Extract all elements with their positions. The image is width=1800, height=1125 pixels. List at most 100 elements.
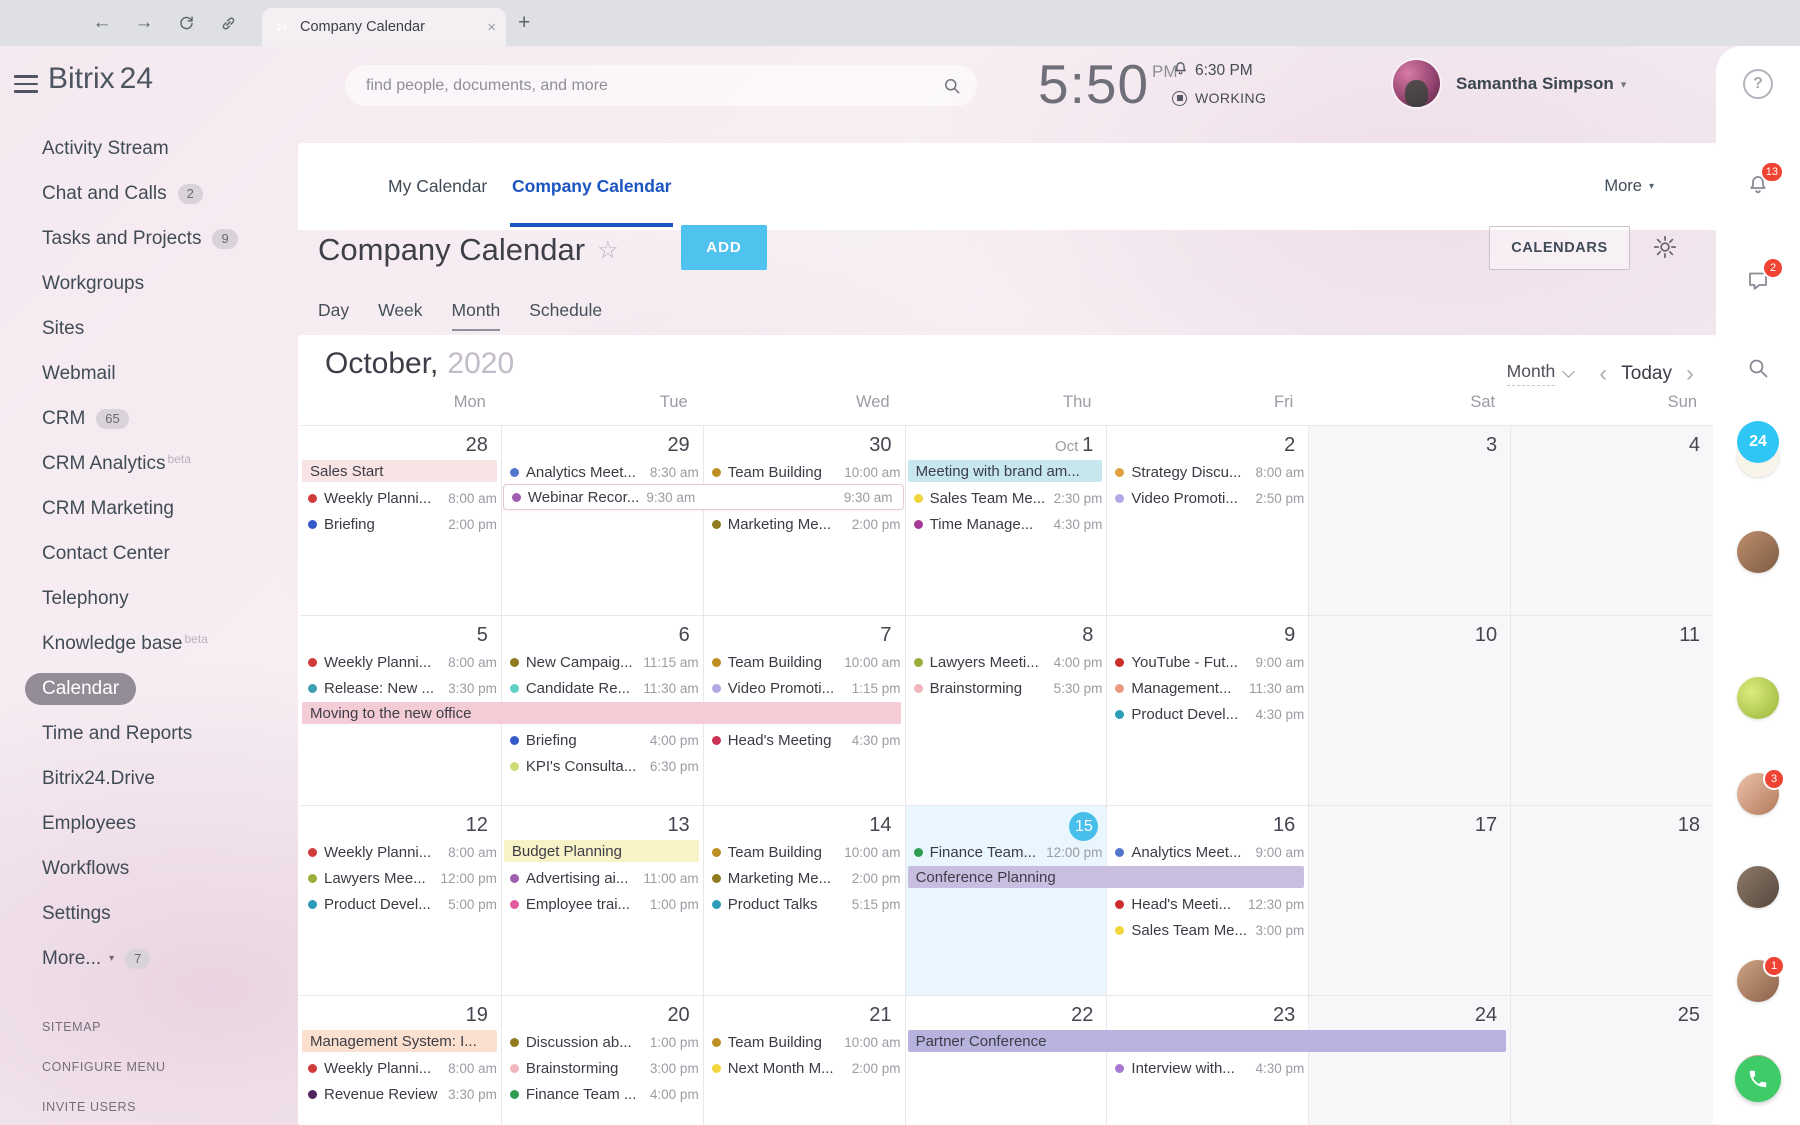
calendar-event[interactable]: Video Promoti... 1:15 pm (704, 676, 905, 700)
sidebar-item-more[interactable]: More... ▾ 7 (0, 936, 298, 981)
avatar-user-5[interactable]: 1 (1737, 957, 1783, 1002)
day-cell[interactable]: 17 (1309, 805, 1512, 995)
calendar-event[interactable]: Sales Team Me... 2:30 pm (906, 486, 1107, 510)
sidebar-item-knowledge-base[interactable]: Knowledge base beta (0, 621, 298, 666)
calendar-event[interactable]: Finance Team ... 4:00 pm (502, 1082, 703, 1106)
sidebar-footer-link-configure-menu[interactable]: CONFIGURE MENU (42, 1060, 166, 1074)
day-cell[interactable]: 24 (1309, 995, 1512, 1125)
browser-tab[interactable]: 24 Company Calendar × (262, 8, 506, 46)
calendar-event[interactable]: Brainstorming 5:30 pm (906, 676, 1107, 700)
calendar-event[interactable]: Lawyers Meeti... 4:00 pm (906, 650, 1107, 674)
day-cell[interactable]: 9 YouTube - Fut... 9:00 am Management... 11:… (1107, 615, 1310, 805)
day-cell[interactable]: 5 Weekly Planni... 8:00 am Release: New ...… (300, 615, 502, 805)
day-cell[interactable]: 7 Team Building 10:00 am Video Promoti... 1:… (703, 615, 906, 805)
sidebar-item-bitrix24-drive[interactable]: Bitrix24.Drive (0, 756, 298, 801)
sidebar-item-tasks-and-projects[interactable]: Tasks and Projects 9 (0, 216, 298, 261)
calendar-event[interactable]: Weekly Planni... 8:00 am (300, 650, 501, 674)
calendar-event[interactable]: Team Building 10:00 am (704, 650, 905, 674)
calendar-event[interactable]: Strategy Discu... 8:00 am (1107, 460, 1308, 484)
day-cell[interactable]: 18 (1511, 805, 1713, 995)
avatar-user-4[interactable] (1737, 866, 1779, 908)
calendar-event[interactable]: Marketing Me... 2:00 pm (704, 866, 905, 890)
calendar-event[interactable]: New Campaig... 11:15 am (502, 650, 703, 674)
calendar-event[interactable]: Team Building 10:00 am (704, 460, 905, 484)
day-cell[interactable]: 8 Lawyers Meeti... 4:00 pm Brainstorming 5:3… (905, 615, 1108, 805)
sidebar-item-crm-marketing[interactable]: CRM Marketing (0, 486, 298, 531)
search-icon[interactable] (1743, 353, 1773, 383)
sidebar-item-webmail[interactable]: Webmail (0, 351, 298, 396)
day-cell[interactable]: 12 Weekly Planni... 8:00 am Lawyers Mee... 1… (300, 805, 502, 995)
view-tab-week[interactable]: Week (378, 300, 423, 320)
calendar-event[interactable]: Briefing 2:00 pm (300, 512, 501, 536)
calendar-event[interactable]: Employee trai... 1:00 pm (502, 892, 703, 916)
event-banner-moving-to-the-new-office[interactable]: Moving to the new office (302, 702, 901, 724)
view-tab-month[interactable]: Month (451, 300, 500, 331)
sidebar-item-sites[interactable]: Sites (0, 306, 298, 351)
calendar-event[interactable]: Analytics Meet... 8:30 am (502, 460, 703, 484)
bitrix24-rail-icon[interactable]: 24 (1737, 421, 1779, 463)
sidebar-footer-link-invite-users[interactable]: INVITE USERS (42, 1100, 137, 1114)
calendar-event[interactable]: Discussion ab... 1:00 pm (502, 1030, 703, 1054)
day-cell[interactable]: 30 Team Building 10:00 am Marketing Me... 2:… (703, 425, 906, 615)
day-cell[interactable]: 14 Team Building 10:00 am Marketing Me... 2:… (703, 805, 906, 995)
calendar-event[interactable]: Sales Team Me... 3:00 pm (1107, 918, 1308, 942)
calendar-event[interactable]: Next Month M... 2:00 pm (704, 1056, 905, 1080)
calendar-event[interactable]: Marketing Me... 2:00 pm (704, 512, 905, 536)
browser-back-icon[interactable]: ← (92, 12, 112, 33)
calendar-event[interactable]: Release: New ... 3:30 pm (300, 676, 501, 700)
browser-refresh-icon[interactable] (174, 11, 198, 35)
day-cell[interactable]: 21 Team Building 10:00 am Next Month M... 2:… (703, 995, 906, 1125)
day-cell[interactable]: 13 Advertising ai... 11:00 am Employee trai… (501, 805, 704, 995)
day-cell[interactable]: 20 Discussion ab... 1:00 pm Brainstorming 3:… (501, 995, 704, 1125)
sidebar-item-calendar[interactable]: Calendar (0, 666, 298, 711)
calendar-event[interactable]: Candidate Re... 11:30 am (502, 676, 703, 700)
calendar-event[interactable]: Video Promoti... 2:50 pm (1107, 486, 1308, 510)
event-banner-management-system-i[interactable]: Management System: I... (302, 1030, 497, 1052)
next-period-icon[interactable]: › (1686, 359, 1694, 387)
help-icon[interactable]: ? (1743, 69, 1773, 99)
sidebar-footer-link-sitemap[interactable]: SITEMAP (42, 1020, 102, 1034)
calendar-event[interactable]: YouTube - Fut... 9:00 am (1107, 650, 1308, 674)
calendar-event[interactable]: Head's Meeti... 12:30 pm (1107, 892, 1308, 916)
alarm-row[interactable]: 6:30 PM (1172, 60, 1253, 82)
event-banner-conference-planning[interactable]: Conference Planning (907, 866, 1305, 888)
global-search[interactable] (345, 65, 977, 106)
day-cell[interactable]: 25 (1511, 995, 1713, 1125)
menu-icon[interactable] (14, 75, 38, 95)
calendar-event[interactable]: Advertising ai... 11:00 am (502, 866, 703, 890)
tab-company-calendar[interactable]: Company Calendar (509, 143, 674, 230)
day-cell[interactable]: Oct 1 Sales Team Me... 2:30 pm Time Manage..… (905, 425, 1108, 615)
calendar-event[interactable]: Weekly Planni... 8:00 am (300, 1056, 501, 1080)
avatar-user-3[interactable]: 3 (1737, 770, 1783, 815)
user-avatar[interactable] (1393, 60, 1440, 107)
avatar-user-1[interactable] (1737, 531, 1779, 573)
calendar-event[interactable]: Team Building 10:00 am (704, 840, 905, 864)
add-button[interactable]: ADD (681, 225, 767, 270)
browser-forward-icon[interactable]: → (134, 12, 154, 33)
day-cell[interactable]: 22 (905, 995, 1108, 1125)
day-cell[interactable]: 10 (1309, 615, 1512, 805)
sidebar-item-activity-stream[interactable]: Activity Stream (0, 126, 298, 171)
bell-icon[interactable]: 13 (1743, 163, 1782, 200)
calendar-event[interactable]: Brainstorming 3:00 pm (502, 1056, 703, 1080)
day-cell[interactable]: 16 Analytics Meet... 9:00 am Head's Meeti..… (1107, 805, 1310, 995)
calendar-event[interactable]: Revenue Review 3:30 pm (300, 1082, 501, 1106)
working-status[interactable]: WORKING (1172, 90, 1266, 106)
range-selector[interactable]: Month (1506, 361, 1576, 386)
day-cell[interactable]: 3 (1309, 425, 1512, 615)
calendar-event[interactable]: Management... 11:30 am (1107, 676, 1308, 700)
browser-link-icon[interactable] (216, 11, 240, 35)
user-menu[interactable]: Samantha Simpson ▾ (1456, 74, 1626, 94)
calendar-event[interactable]: Analytics Meet... 9:00 am (1107, 840, 1308, 864)
calendar-event[interactable]: Product Devel... 4:30 pm (1107, 702, 1308, 726)
day-cell[interactable]: 28 Weekly Planni... 8:00 am Briefing 2:00 pm (300, 425, 502, 615)
calendar-event[interactable]: Team Building 10:00 am (704, 1030, 905, 1054)
day-cell[interactable]: 6 New Campaig... 11:15 am Candidate Re... 11… (501, 615, 704, 805)
calendar-event[interactable]: Time Manage... 4:30 pm (906, 512, 1107, 536)
sidebar-item-settings[interactable]: Settings (0, 891, 298, 936)
day-cell[interactable]: 15 Finance Team... 12:00 pm (905, 805, 1108, 995)
new-tab-button[interactable]: + (518, 11, 531, 34)
tab-my-calendar[interactable]: My Calendar (388, 176, 488, 196)
event-banner-partner-conference[interactable]: Partner Conference (907, 1030, 1507, 1052)
calendar-event[interactable]: Product Devel... 5:00 pm (300, 892, 501, 916)
